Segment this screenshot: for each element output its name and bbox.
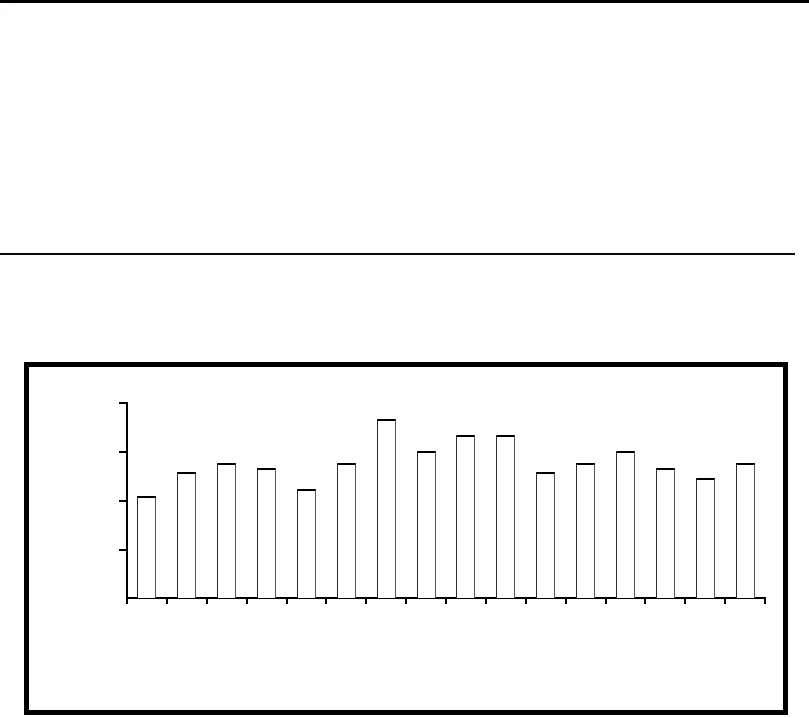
section-divider-line (0, 253, 795, 255)
print-artifact: ⋰ (1, 3, 10, 13)
chart-frame (24, 362, 788, 715)
top-border-line (0, 0, 809, 3)
